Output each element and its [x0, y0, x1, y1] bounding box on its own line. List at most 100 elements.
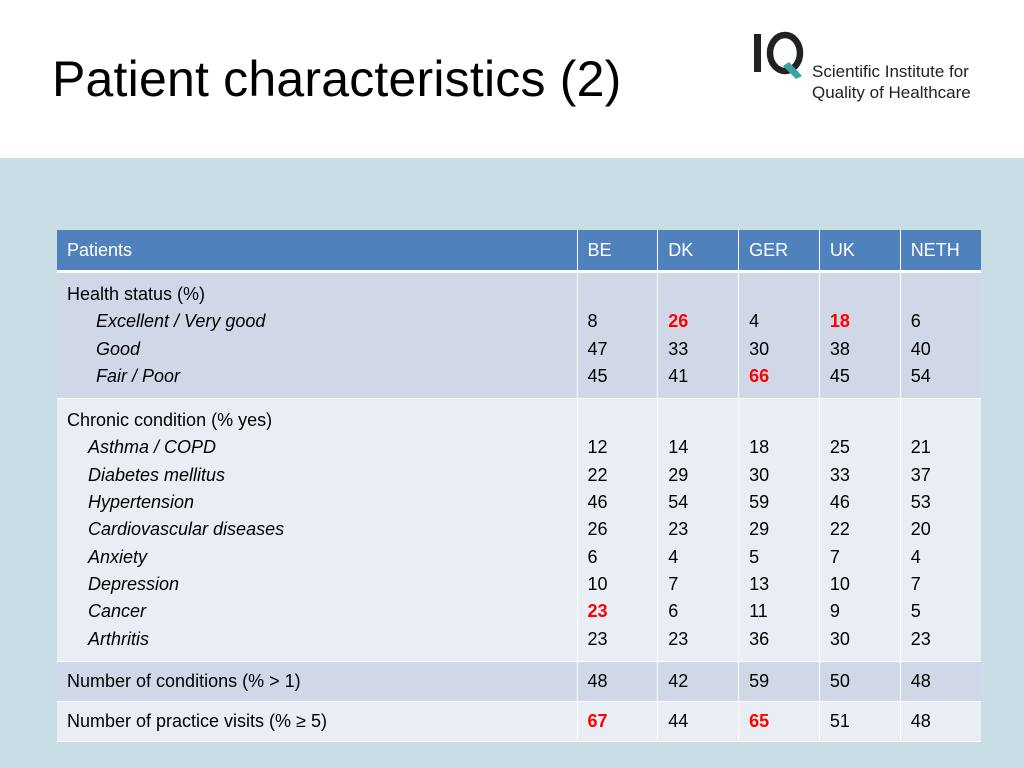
- table-cell: 7: [668, 573, 679, 594]
- health-item-fair-poor: Fair / Poor: [96, 365, 181, 386]
- table-cell: 54: [910, 365, 931, 386]
- chronic-dk: 0 14 29 54 23 4 7 6 23: [657, 398, 740, 662]
- slide-title: Patient characteristics (2): [52, 51, 622, 107]
- table-cell: 4: [910, 546, 921, 567]
- visits-neth: 48: [900, 701, 981, 743]
- chronic-item-arthritis: Arthritis: [88, 628, 150, 649]
- chronic-condition-row: Chronic condition (% yes) Asthma / COPD …: [57, 398, 981, 662]
- table-cell: 45: [829, 365, 850, 386]
- chronic-item-anxiety: Anxiety: [88, 546, 148, 567]
- table-cell: 41: [668, 365, 689, 386]
- table-cell: 30: [749, 464, 770, 485]
- table-cell: 6: [587, 546, 598, 567]
- table-cell: 54: [668, 492, 689, 513]
- table-cell: 33: [668, 338, 689, 359]
- table-cell: 23: [587, 628, 608, 649]
- table-cell: 30: [829, 628, 850, 649]
- visits-uk: 51: [819, 701, 901, 743]
- health-status-labels: Health status (%) Excellent / Very good …: [57, 271, 578, 400]
- visits-be: 67: [577, 701, 659, 743]
- conditions-uk: 50: [819, 661, 901, 703]
- visits-ger: 65: [738, 701, 820, 743]
- table-cell: 20: [910, 519, 931, 540]
- header-ger: GER: [738, 230, 820, 273]
- header-neth: NETH: [900, 230, 981, 273]
- table-cell: 22: [587, 464, 608, 485]
- chronic-item-diabetes: Diabetes mellitus: [88, 464, 226, 485]
- health-item-excellent: Excellent / Very good: [96, 311, 266, 332]
- table-cell: 53: [910, 492, 931, 513]
- health-be: 0 8 47 45: [577, 271, 659, 400]
- table-cell: 14: [668, 437, 689, 458]
- table-cell-highlight: 26: [668, 311, 689, 332]
- health-item-good: Good: [96, 338, 141, 359]
- table-cell: 7: [829, 546, 840, 567]
- header-patients: Patients: [57, 230, 578, 273]
- table-cell: 23: [910, 628, 931, 649]
- table-cell: 5: [749, 546, 760, 567]
- iq-logo: Scientific Institute for Quality of Heal…: [752, 30, 1002, 110]
- conditions-dk: 42: [657, 661, 740, 703]
- table-cell: 4: [668, 546, 679, 567]
- header-dk: DK: [657, 230, 740, 273]
- health-uk: 0 18 38 45: [819, 271, 901, 400]
- chronic-item-asthma: Asthma / COPD: [88, 437, 217, 458]
- table-cell: 9: [829, 601, 840, 622]
- table-cell: 5: [910, 601, 921, 622]
- table-cell: 23: [668, 519, 689, 540]
- health-status-row: Health status (%) Excellent / Very good …: [57, 271, 981, 400]
- table-cell: 6: [668, 601, 679, 622]
- patient-characteristics-table: Patients BE DK GER UK NETH Health status…: [57, 230, 981, 743]
- table-cell: 38: [829, 338, 850, 359]
- iq-logo-mark: [754, 31, 804, 79]
- table-cell: 40: [910, 338, 931, 359]
- chronic-condition-label: Chronic condition (% yes): [67, 410, 273, 431]
- table-cell: 30: [749, 338, 770, 359]
- visits-label: Number of practice visits (% ≥ 5): [57, 701, 578, 743]
- practice-visits-row: Number of practice visits (% ≥ 5) 67 44 …: [57, 701, 981, 743]
- table-cell: 26: [587, 519, 608, 540]
- table-cell: 46: [829, 492, 850, 513]
- table-cell-highlight: 23: [587, 601, 608, 622]
- table-cell: 46: [587, 492, 608, 513]
- conditions-label: Number of conditions (% > 1): [57, 661, 578, 703]
- table-cell: 29: [668, 464, 689, 485]
- chronic-item-depression: Depression: [88, 573, 180, 594]
- table-cell-highlight: 66: [749, 365, 770, 386]
- table-cell: 29: [749, 519, 770, 540]
- chronic-neth: 0 21 37 53 20 4 7 5 23: [900, 398, 981, 662]
- chronic-be: 0 12 22 46 26 6 10 23 23: [577, 398, 659, 662]
- table-cell: 33: [829, 464, 850, 485]
- table-cell-highlight: 18: [829, 311, 850, 332]
- chronic-uk: 0 25 33 46 22 7 10 9 30: [819, 398, 901, 662]
- conditions-neth: 48: [900, 661, 981, 703]
- conditions-ger: 59: [738, 661, 820, 703]
- chronic-item-cardiovascular: Cardiovascular diseases: [88, 519, 285, 540]
- table-cell: 21: [910, 437, 931, 458]
- logo-line-1: Scientific Institute for: [812, 62, 969, 81]
- health-dk: 0 26 33 41: [657, 271, 740, 400]
- table-cell: 47: [587, 338, 608, 359]
- table-cell: 12: [587, 437, 608, 458]
- logo-line-2: Quality of Healthcare: [812, 83, 971, 102]
- table-cell: 25: [829, 437, 850, 458]
- number-of-conditions-row: Number of conditions (% > 1) 48 42 59 50…: [57, 661, 981, 703]
- health-neth: 0 6 40 54: [900, 271, 981, 400]
- chronic-ger: 0 18 30 59 29 5 13 11 36: [738, 398, 820, 662]
- table-cell: 7: [910, 573, 921, 594]
- table-cell: 13: [749, 573, 770, 594]
- chronic-item-cancer: Cancer: [88, 601, 147, 622]
- table-cell: 22: [829, 519, 850, 540]
- table-cell: 37: [910, 464, 931, 485]
- table-cell: 45: [587, 365, 608, 386]
- chronic-condition-labels: Chronic condition (% yes) Asthma / COPD …: [57, 398, 578, 662]
- table-cell: 11: [749, 601, 768, 622]
- health-status-label: Health status (%): [67, 284, 206, 304]
- table-cell: 18: [749, 437, 770, 458]
- table-cell: 36: [749, 628, 770, 649]
- table-cell: 23: [668, 628, 689, 649]
- conditions-be: 48: [577, 661, 659, 703]
- table-cell: 10: [587, 573, 608, 594]
- table-header-row: Patients BE DK GER UK NETH: [57, 230, 981, 273]
- table-cell: 6: [910, 311, 921, 332]
